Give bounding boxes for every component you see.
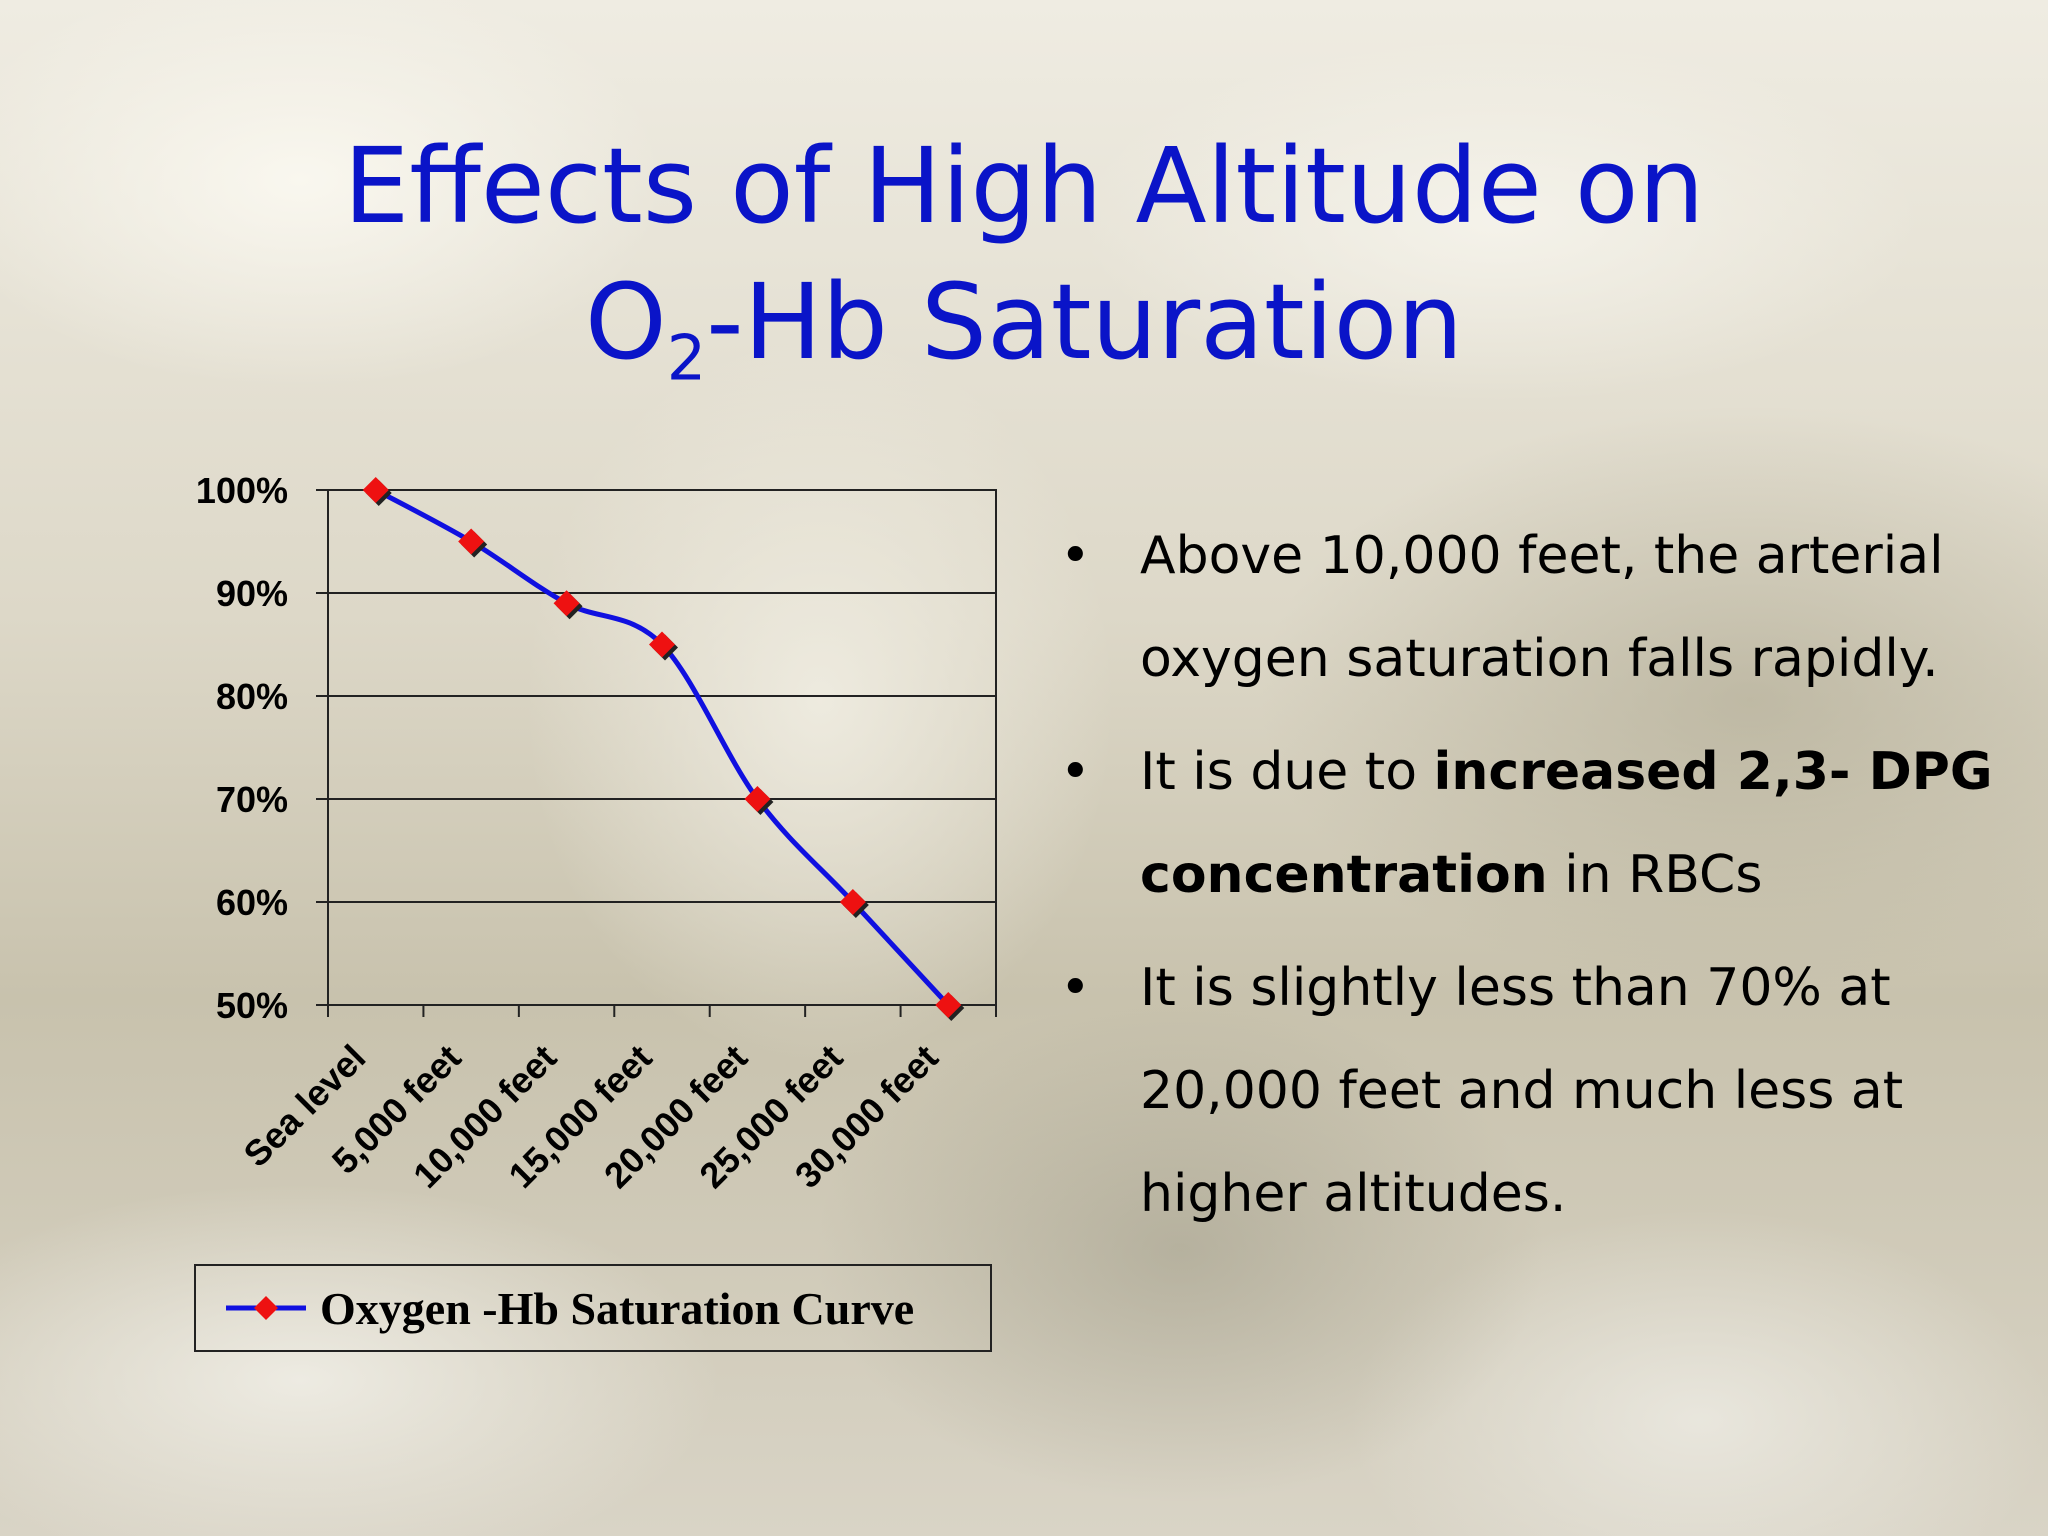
title-line-2: O2-Hb Saturation: [0, 254, 2048, 427]
bullet-item: • It is due to increased 2,3- DPG concen…: [1060, 721, 2020, 927]
y-tick-label: 50%: [216, 985, 288, 1026]
title-rest: -Hb Saturation: [706, 261, 1464, 383]
y-tick-label: 70%: [216, 779, 288, 820]
plot-area-border: [327, 489, 997, 1006]
bullet-text: Above 10,000 feet, the arterial oxygen s…: [1140, 526, 1944, 689]
y-tick-label: 90%: [216, 573, 288, 614]
bullet-marker: •: [1060, 526, 1091, 586]
slide-title: Effects of High Altitude on O2-Hb Satura…: [0, 118, 2048, 427]
data-point-marker: [935, 992, 962, 1018]
bullet-text-pre: It is due to: [1140, 742, 1434, 802]
y-tick-label: 80%: [216, 676, 288, 717]
bullet-list: • Above 10,000 feet, the arterial oxygen…: [1060, 505, 2020, 1256]
series-line: [374, 487, 951, 1007]
bullet-marker: •: [1060, 742, 1091, 802]
data-point-marker: [649, 631, 675, 658]
bullet-text: It is slightly less than 70% at 20,000 f…: [1140, 958, 1904, 1224]
legend-label: Oxygen -Hb Saturation Curve: [320, 1282, 915, 1334]
y-tick-label: 100%: [196, 470, 288, 511]
y-tick-label: 60%: [216, 882, 288, 923]
chart-legend: Oxygen -Hb Saturation Curve: [194, 1264, 992, 1352]
title-line-1: Effects of High Altitude on: [343, 125, 1705, 247]
title-subscript: 2: [666, 321, 707, 395]
data-point-marker: [553, 590, 580, 617]
legend-swatch: [226, 1296, 306, 1320]
title-o: O: [584, 261, 667, 383]
bullet-text-post: in RBCs: [1547, 845, 1763, 905]
data-point-marker: [744, 786, 771, 812]
data-point-marker: [839, 889, 866, 915]
bullet-item: • Above 10,000 feet, the arterial oxygen…: [1060, 505, 2020, 711]
data-point-marker: [458, 528, 485, 555]
data-point-marker: [362, 477, 389, 503]
bullet-marker: •: [1060, 958, 1091, 1018]
bullet-text-bold: increased 2,3- DPG concentration: [1140, 742, 1993, 905]
bullet-item: • It is slightly less than 70% at 20,000…: [1060, 937, 2020, 1246]
